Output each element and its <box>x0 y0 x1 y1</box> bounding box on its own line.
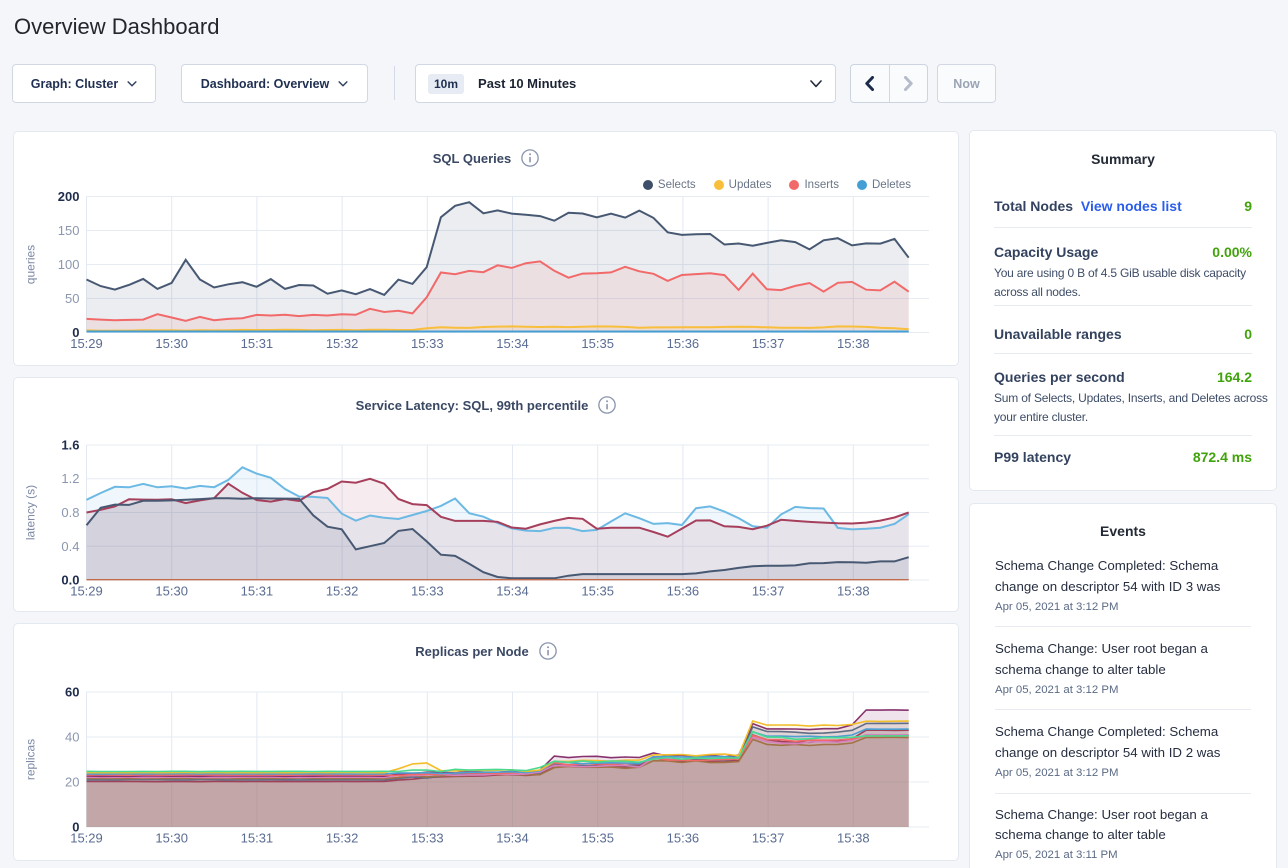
svg-text:100: 100 <box>58 257 80 272</box>
svg-text:15:38: 15:38 <box>837 584 870 599</box>
svg-text:15:35: 15:35 <box>581 336 614 351</box>
svg-text:15:35: 15:35 <box>581 831 614 846</box>
svg-text:queries: queries <box>24 245 38 284</box>
svg-text:15:33: 15:33 <box>411 831 444 846</box>
svg-text:15:34: 15:34 <box>496 831 529 846</box>
svg-text:15:30: 15:30 <box>155 584 188 599</box>
svg-text:150: 150 <box>58 223 80 238</box>
svg-text:1.2: 1.2 <box>61 471 79 486</box>
svg-text:50: 50 <box>65 291 79 306</box>
svg-text:15:29: 15:29 <box>70 831 103 846</box>
svg-text:replicas: replicas <box>24 739 38 780</box>
svg-text:15:37: 15:37 <box>752 336 785 351</box>
svg-text:15:32: 15:32 <box>326 584 359 599</box>
svg-text:15:32: 15:32 <box>326 336 359 351</box>
svg-text:15:34: 15:34 <box>496 584 529 599</box>
svg-text:200: 200 <box>58 189 80 204</box>
svg-text:15:36: 15:36 <box>667 584 700 599</box>
svg-text:15:34: 15:34 <box>496 336 529 351</box>
svg-text:40: 40 <box>65 730 79 745</box>
svg-text:15:32: 15:32 <box>326 831 359 846</box>
svg-text:15:29: 15:29 <box>70 336 103 351</box>
svg-text:15:33: 15:33 <box>411 336 444 351</box>
svg-text:0.4: 0.4 <box>61 539 79 554</box>
svg-text:0.0: 0.0 <box>61 573 79 588</box>
svg-text:15:31: 15:31 <box>241 336 274 351</box>
svg-text:0.8: 0.8 <box>61 505 79 520</box>
svg-text:15:37: 15:37 <box>752 584 785 599</box>
svg-text:15:33: 15:33 <box>411 584 444 599</box>
svg-text:60: 60 <box>65 685 79 700</box>
svg-text:15:30: 15:30 <box>155 831 188 846</box>
svg-text:15:37: 15:37 <box>752 831 785 846</box>
svg-text:15:36: 15:36 <box>667 831 700 846</box>
svg-text:1.6: 1.6 <box>61 438 79 453</box>
svg-text:15:35: 15:35 <box>581 584 614 599</box>
svg-text:20: 20 <box>65 775 79 790</box>
svg-text:15:38: 15:38 <box>837 336 870 351</box>
svg-text:15:30: 15:30 <box>155 336 188 351</box>
svg-text:0: 0 <box>72 325 79 340</box>
svg-text:15:29: 15:29 <box>70 584 103 599</box>
svg-text:15:38: 15:38 <box>837 831 870 846</box>
svg-text:15:36: 15:36 <box>667 336 700 351</box>
svg-text:latency (s): latency (s) <box>24 485 38 540</box>
svg-text:15:31: 15:31 <box>241 831 274 846</box>
svg-text:0: 0 <box>72 820 79 835</box>
svg-text:15:31: 15:31 <box>241 584 274 599</box>
